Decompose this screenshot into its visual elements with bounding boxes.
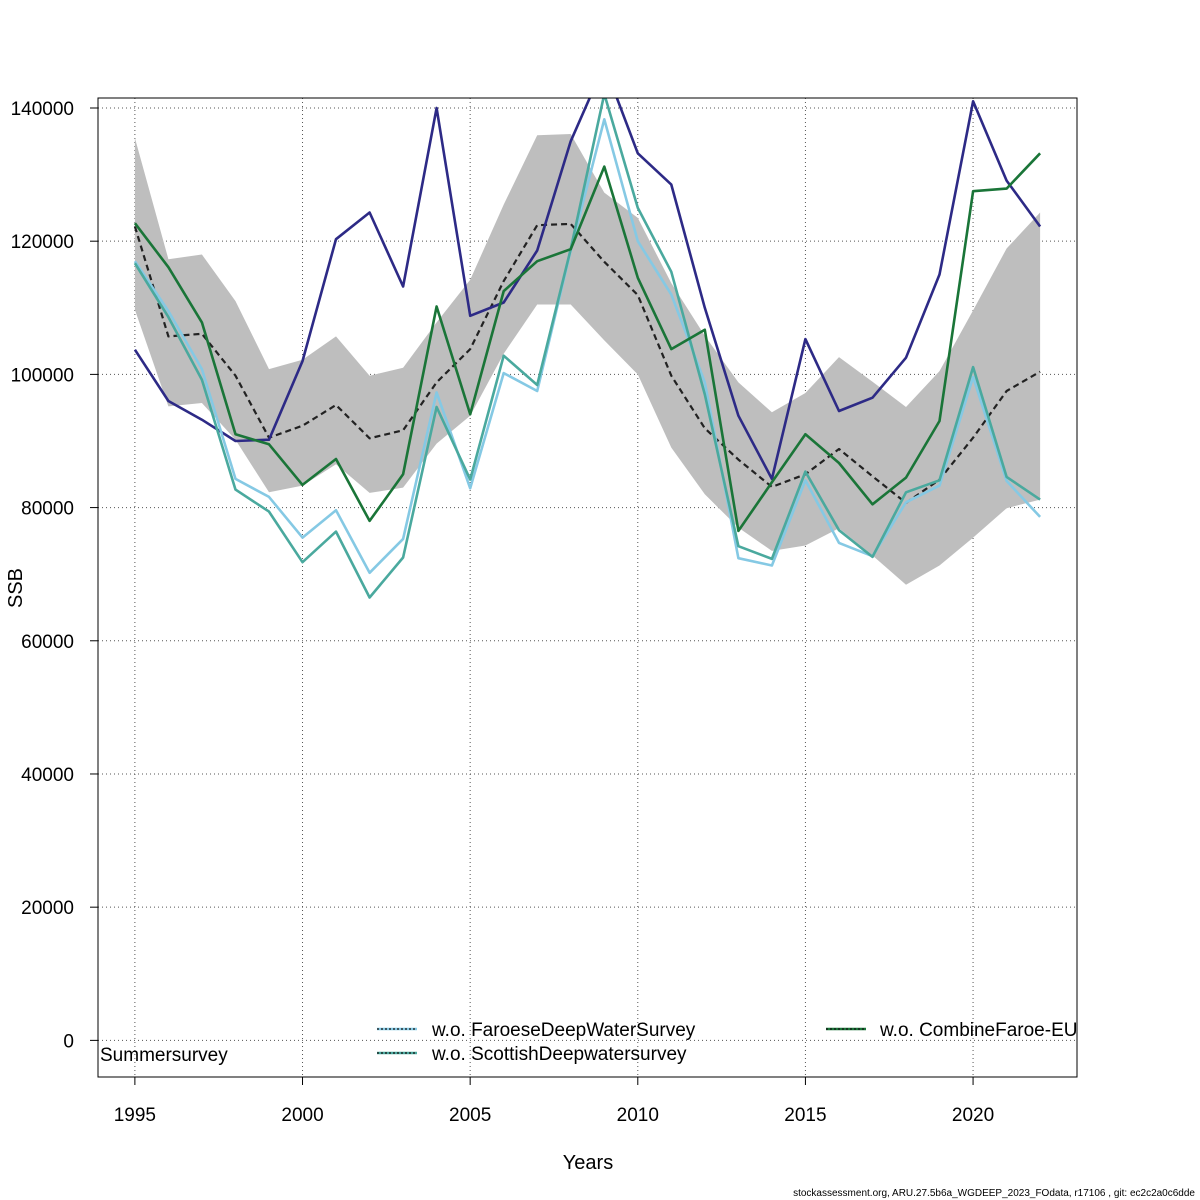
- y-tick-label: 80000: [21, 499, 74, 520]
- y-axis-title: SSB: [5, 568, 27, 608]
- series-line-4: [133, 152, 1042, 533]
- y-tick-label: 60000: [21, 632, 74, 653]
- legend-label: Summersurvey: [100, 1045, 228, 1066]
- x-tick-label: 2000: [281, 1105, 323, 1126]
- series-lines: [133, 98, 1042, 599]
- y-tick-label: 120000: [11, 232, 74, 253]
- x-tick-label: 1995: [114, 1105, 156, 1126]
- x-tick-label: 2010: [617, 1105, 659, 1126]
- legend-label: w.o. CombineFaroe-EU: [879, 1020, 1077, 1041]
- series-line-1: [133, 98, 1042, 481]
- confidence-band: [134, 134, 1041, 585]
- x-tick-label: 2015: [784, 1105, 826, 1126]
- y-tick-label: 140000: [11, 99, 74, 120]
- legend-label: w.o. FaroeseDeepWaterSurvey: [431, 1020, 696, 1041]
- y-tick-label: 0: [63, 1031, 74, 1052]
- x-axis: 1995 2000 2005 2010 2015 2020: [114, 1077, 994, 1126]
- y-tick-label: 40000: [21, 765, 74, 786]
- y-axis: 0 20000 40000 60000 80000 100000 120000 140000: [11, 99, 98, 1052]
- plot-frame: [97, 97, 1078, 1078]
- y-tick-label: 100000: [11, 365, 74, 386]
- y-tick-label: 20000: [21, 898, 74, 919]
- series-line-2: [133, 118, 1042, 575]
- x-tick-label: 2020: [952, 1105, 994, 1126]
- legend: w.o. FaroeseDeepWaterSurvey w.o. Scottish…: [100, 1020, 1077, 1066]
- series-line-3: [133, 98, 1041, 599]
- x-axis-title: Years: [563, 1152, 613, 1174]
- legend-label: w.o. ScottishDeepwatersurvey: [431, 1044, 687, 1065]
- footer-text: stockassessment.org, ARU.27.5b6a_WGDEEP_…: [793, 1188, 1195, 1199]
- series-line-0: [133, 222, 1041, 504]
- x-tick-label: 2005: [449, 1105, 491, 1126]
